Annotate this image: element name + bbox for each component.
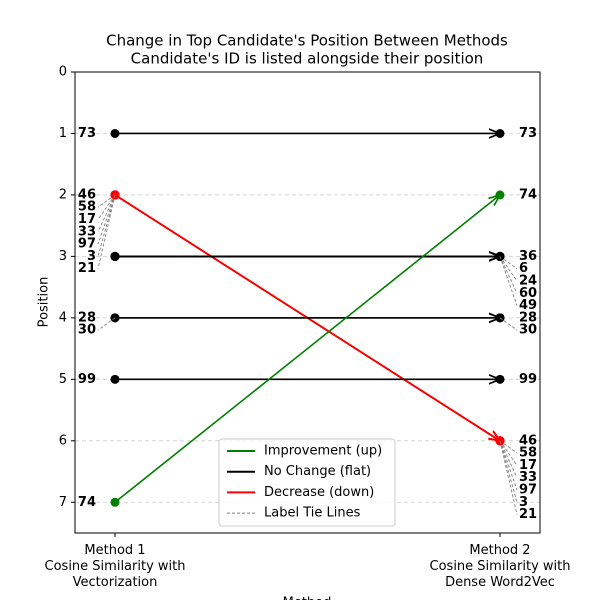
y-tick-label: 7 — [59, 495, 67, 510]
candidate-label: 60 — [519, 286, 537, 301]
candidate-label: 17 — [519, 458, 537, 473]
x-tick-label: Method 2 Cosine Similarity with Dense Word… — [430, 543, 571, 590]
tie-line — [499, 256, 518, 294]
candidate-label: 97 — [519, 483, 537, 498]
y-tick-label: 0 — [59, 65, 67, 80]
legend-label: No Change (flat) — [264, 464, 371, 479]
point — [110, 374, 120, 384]
legend-label: Label Tie Lines — [264, 506, 361, 521]
chart-title: Change in Top Candidate's Position Betwe… — [106, 32, 508, 50]
candidate-label: 46 — [78, 187, 96, 202]
candidate-label: 21 — [78, 261, 96, 276]
candidate-label: 28 — [78, 310, 96, 325]
candidate-label: 36 — [519, 249, 537, 264]
y-tick-label: 5 — [59, 372, 67, 387]
y-axis-label: Position — [37, 277, 52, 328]
tie-line — [499, 440, 518, 515]
candidate-label: 33 — [78, 224, 96, 239]
candidate-label: 24 — [519, 274, 537, 289]
legend-box — [218, 438, 396, 527]
plot-frame — [74, 71, 541, 534]
tie-line — [97, 317, 116, 331]
candidate-label: 58 — [78, 200, 96, 215]
candidate-label: 17 — [78, 212, 96, 227]
legend-label: Decrease (down) — [264, 485, 374, 500]
x-axis-label: Method — [283, 596, 332, 600]
tie-line — [499, 440, 518, 503]
tie-line — [97, 194, 116, 257]
tie-line — [97, 194, 116, 233]
y-tick-label: 6 — [59, 433, 67, 448]
candidate-label: 74 — [519, 187, 537, 202]
slope-line — [114, 195, 500, 503]
chart-subtitle: Candidate's ID is listed alongside their… — [131, 50, 484, 68]
tie-line — [499, 256, 518, 270]
y-tick-label: 4 — [59, 310, 67, 325]
y-tick-label: 2 — [59, 187, 67, 202]
y-tick-label: 3 — [59, 249, 67, 264]
candidate-label: 99 — [78, 372, 96, 387]
y-tick-label: 1 — [59, 126, 67, 141]
point — [110, 497, 120, 507]
point — [495, 190, 505, 200]
candidate-label: 73 — [78, 126, 96, 141]
tie-line — [97, 194, 116, 269]
x-tick-label: Method 1 Cosine Similarity with Vectorizat… — [45, 543, 186, 590]
candidate-label: 6 — [519, 261, 528, 276]
point — [495, 128, 505, 138]
tie-line — [499, 317, 518, 331]
candidate-label: 73 — [519, 126, 537, 141]
point — [110, 128, 120, 138]
candidate-label: 49 — [519, 298, 537, 313]
tie-line — [499, 256, 518, 306]
candidate-label: 21 — [519, 507, 537, 522]
tie-line — [499, 440, 518, 478]
point — [110, 251, 120, 261]
point — [495, 374, 505, 384]
candidate-label: 30 — [519, 323, 537, 338]
candidate-label: 97 — [78, 237, 96, 252]
candidate-label: 33 — [519, 470, 537, 485]
tie-line — [499, 440, 518, 491]
legend-label: Improvement (up) — [264, 444, 382, 459]
tie-line — [499, 440, 518, 454]
tie-line — [97, 194, 116, 208]
candidate-label: 99 — [519, 372, 537, 387]
candidate-label: 46 — [519, 433, 537, 448]
candidate-label: 3 — [87, 249, 96, 264]
candidate-label: 74 — [78, 495, 96, 510]
candidate-label: 30 — [78, 323, 96, 338]
tie-line — [97, 194, 116, 245]
candidate-label: 58 — [519, 446, 537, 461]
candidate-label: 28 — [519, 310, 537, 325]
candidate-label: 3 — [519, 495, 528, 510]
